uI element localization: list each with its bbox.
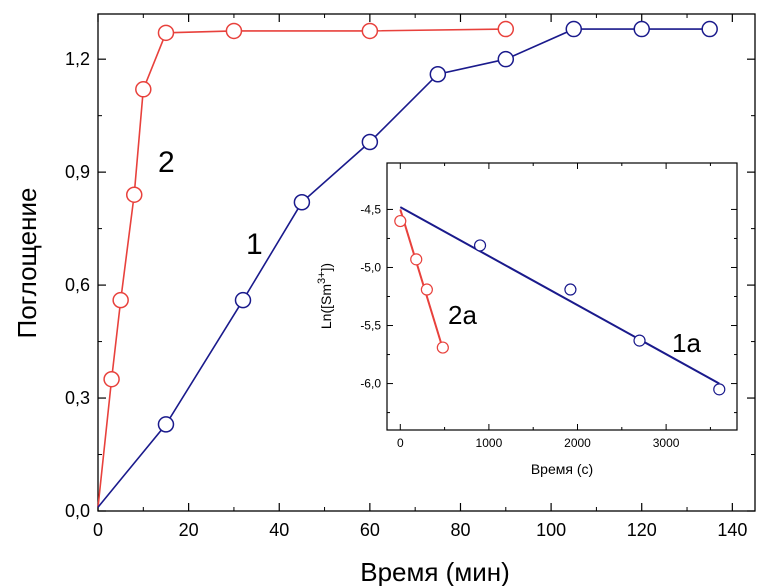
main-point-series-2-8	[497, 20, 515, 38]
inset-point-series-2a-3	[436, 341, 449, 354]
main-x-tick-label: 20	[179, 520, 199, 540]
inset-fit-line-1a	[399, 206, 720, 385]
inset-y-axis-label-base: Ln([Sm	[318, 284, 334, 329]
main-series-line-1	[97, 28, 710, 508]
main-point-series-1-4	[361, 133, 379, 151]
inset-y-axis-label: Ln([Sm3+])	[316, 263, 334, 329]
main-series-label-1: 1	[246, 228, 263, 261]
main-point-series-1-5	[429, 65, 447, 83]
main-point-series-2-7	[361, 22, 379, 40]
inset-axis-ticks: 0 1000 2000 3000 -4,5 -5,0 -5,5 -6,0	[360, 163, 737, 450]
main-y-tick-label: 0,6	[65, 275, 90, 295]
main-x-tick-label: 100	[536, 520, 566, 540]
main-point-series-1-3	[293, 194, 311, 211]
inset-y-axis-label-superscript: 3+	[316, 271, 328, 284]
inset-y-tick-label: -5,0	[360, 260, 381, 274]
inset-point-series-1a-1	[564, 283, 577, 296]
inset-point-series-2a-2	[420, 283, 433, 296]
inset-y-tick-label: -4,5	[360, 202, 381, 216]
inset-y-axis-label-end: ])	[318, 263, 334, 272]
inset-x-axis-label: Время (с)	[531, 461, 593, 477]
main-point-series-1-7	[565, 20, 583, 38]
inset-x-tick-label: 3000	[653, 436, 680, 450]
inset-x-tick-label: 1000	[476, 436, 503, 450]
main-x-tick-label: 60	[360, 520, 380, 540]
main-point-series-2-5	[157, 24, 175, 42]
main-x-tick-label: 0	[93, 520, 103, 540]
main-y-tick-label: 1,2	[65, 49, 90, 69]
main-y-tick-label: 0,9	[65, 162, 90, 182]
main-x-tick-label: 80	[450, 520, 470, 540]
main-y-axis-label: Поглощение	[12, 188, 42, 339]
main-series-label-2: 2	[158, 146, 175, 179]
main-point-series-2-3	[125, 186, 143, 203]
main-x-axis-label: Время (мин)	[360, 557, 510, 586]
inset-x-tick-label: 0	[397, 436, 404, 450]
main-plot-frame	[97, 13, 756, 512]
main-y-tick-label: 0,0	[65, 501, 90, 521]
main-point-series-1-9	[701, 20, 718, 38]
main-x-tick-label: 120	[627, 520, 657, 540]
inset-x-tick-label: 2000	[564, 436, 591, 450]
main-x-tick-label: 140	[717, 520, 747, 540]
main-point-series-2-2	[112, 291, 129, 309]
main-point-series-1-6	[497, 50, 515, 68]
main-point-series-1-8	[633, 20, 650, 38]
main-x-tick-label: 40	[269, 520, 289, 540]
inset-y-tick-label: -5,5	[360, 319, 381, 333]
inset-plot-series	[394, 206, 726, 396]
main-point-series-2-4	[135, 81, 152, 98]
main-point-series-1-2	[234, 291, 252, 309]
inset-y-tick-label: -6,0	[360, 377, 381, 391]
main-y-tick-label: 0,3	[65, 388, 90, 408]
main-point-series-2-6	[225, 22, 243, 40]
inset-point-series-1a-2	[633, 334, 646, 347]
inset-series-label-2a: 2a	[448, 300, 477, 330]
inset-point-series-1a-3	[713, 383, 726, 396]
inset-point-series-1a-0	[473, 239, 487, 252]
main-point-series-2-1	[103, 370, 120, 388]
inset-fit-line-2a	[399, 209, 444, 350]
main-plot-series	[97, 20, 718, 508]
inset-series-label-1a: 1a	[672, 328, 701, 358]
main-point-series-1-1	[157, 416, 175, 433]
inset-point-series-2a-1	[410, 253, 423, 266]
inset-point-series-2a-0	[394, 214, 407, 228]
